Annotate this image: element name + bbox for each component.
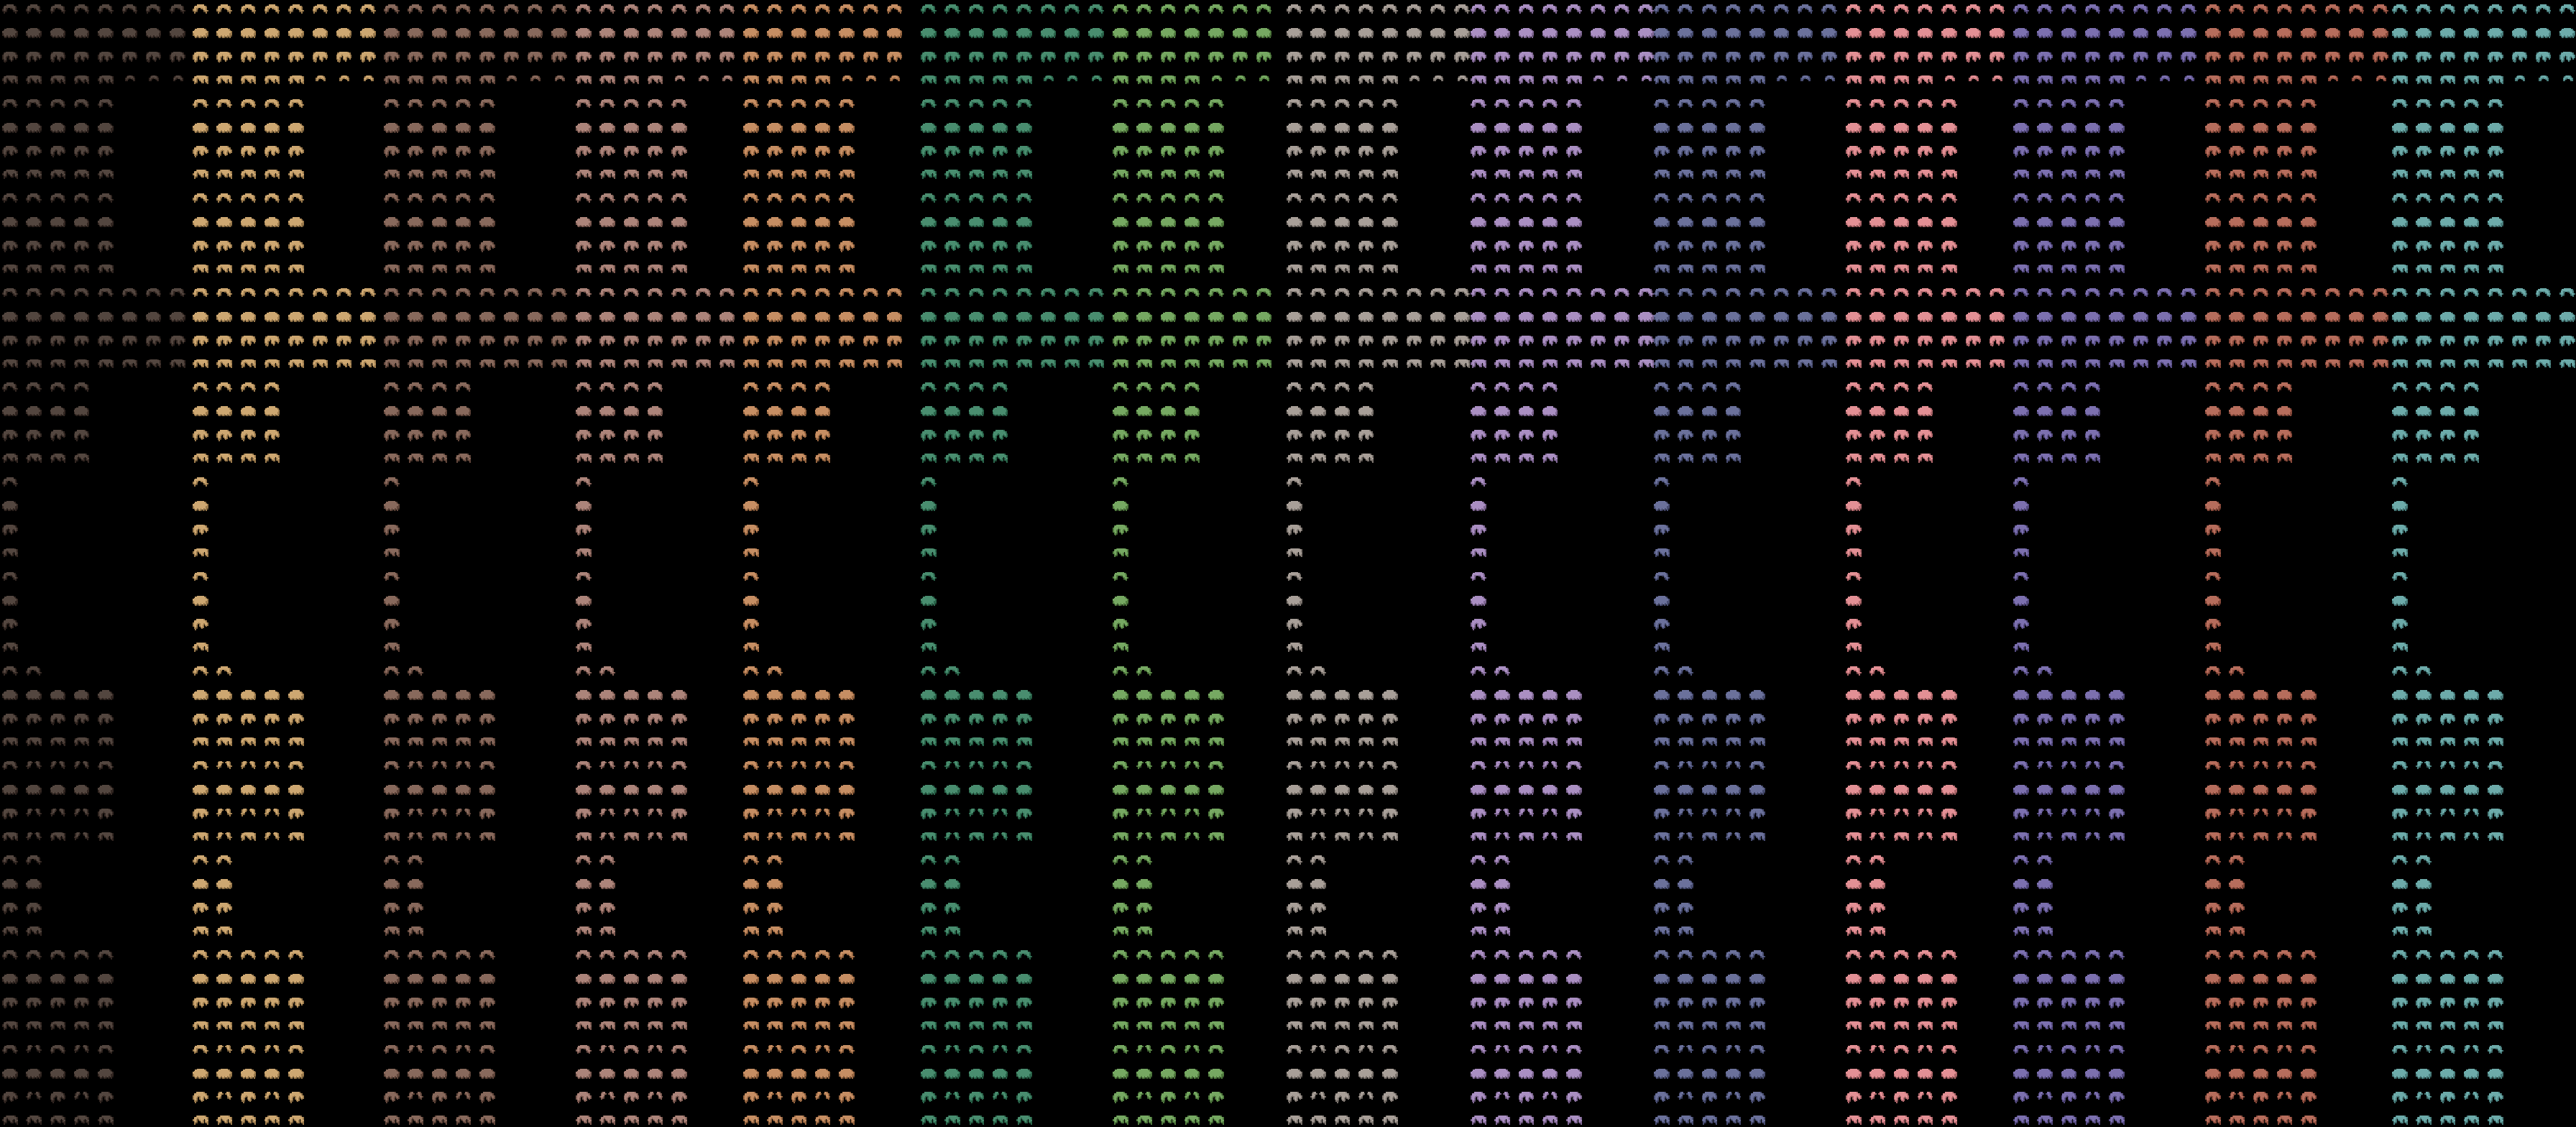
sprite-sheet-viewport [0,0,2576,1127]
hair-sprite-grid [0,0,2576,1127]
